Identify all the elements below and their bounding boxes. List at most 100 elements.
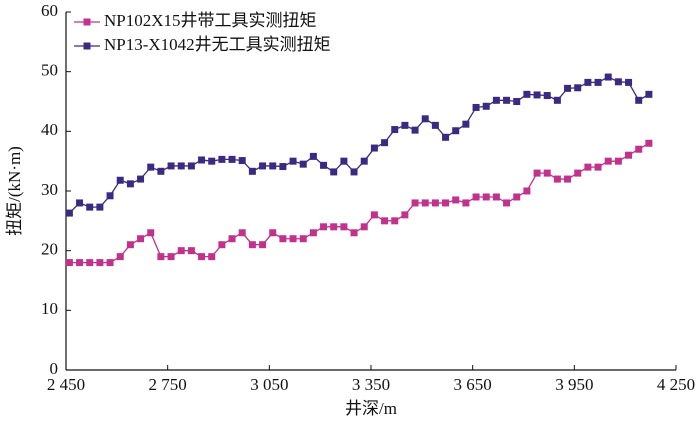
point [147,229,155,237]
point [309,152,317,160]
legend-label: NP102X15井带工具实测扭矩 [104,11,317,30]
point [218,241,226,249]
point [604,73,612,81]
point [442,199,450,207]
point [513,98,521,105]
point [86,203,94,211]
point [584,163,592,171]
point [370,211,378,219]
point [574,84,582,92]
point [360,223,368,231]
point [330,168,338,176]
point [442,133,450,141]
point [248,167,256,175]
series-line [69,142,650,264]
legend-label: NP13-X1042井无工具实测扭矩 [104,35,331,54]
point [137,235,145,243]
point [411,199,419,207]
point [584,78,592,86]
point [208,157,216,165]
point [462,120,470,128]
point [604,157,612,165]
point [228,155,236,163]
point [452,127,460,135]
x-tick-label: 3 050 [250,375,288,394]
point [289,157,297,165]
point [645,90,653,98]
point [269,162,277,170]
point [543,169,551,177]
point [279,163,287,171]
point [126,180,134,188]
point [177,162,185,170]
x-tick-label: 3 350 [352,375,390,394]
point [492,96,500,104]
point [96,259,104,267]
point [564,175,572,183]
point [299,160,307,168]
point [431,121,439,129]
point [482,193,490,201]
point [503,199,511,207]
x-tick-label: 2 750 [149,375,187,394]
legend-marker [83,18,91,26]
point [320,161,328,169]
point [645,139,653,147]
y-tick-label: 40 [41,120,58,139]
point [370,144,378,152]
point [330,223,338,231]
legend-marker [83,42,91,50]
y-tick-label: 30 [41,180,58,199]
point [228,235,236,243]
point [381,139,389,147]
point [431,199,439,207]
x-tick-label: 2 450 [47,375,85,394]
point [391,217,399,225]
point [198,156,206,164]
point [65,259,73,267]
point [106,259,114,267]
point [553,96,561,104]
point [86,259,94,267]
point [208,253,216,261]
point [614,78,622,86]
point [401,211,409,219]
point [340,223,348,231]
point [167,162,175,170]
point [76,259,84,267]
point [533,91,541,99]
point [635,96,643,104]
point [594,78,602,86]
point [218,155,226,163]
point [421,199,429,207]
point [279,235,287,243]
series-line [68,76,650,214]
point [320,223,328,231]
point [614,157,622,165]
point [360,157,368,165]
point [157,167,165,175]
point [533,169,541,177]
point [503,96,511,104]
point [76,199,84,207]
point [523,90,531,98]
point [472,193,480,201]
point [147,163,155,171]
point [411,126,419,134]
point [238,157,246,165]
x-axis-title: 井深/m [345,399,397,418]
point [340,157,348,165]
x-tick-label: 4 250 [657,375,695,394]
point [513,193,521,201]
point [523,187,531,195]
point [248,241,256,249]
point [401,121,409,129]
point [553,175,561,183]
point [574,169,582,177]
point [391,126,399,134]
point [116,176,124,184]
point [96,203,104,211]
y-tick-label: 0 [50,359,59,378]
point [482,102,490,110]
point [177,247,185,255]
